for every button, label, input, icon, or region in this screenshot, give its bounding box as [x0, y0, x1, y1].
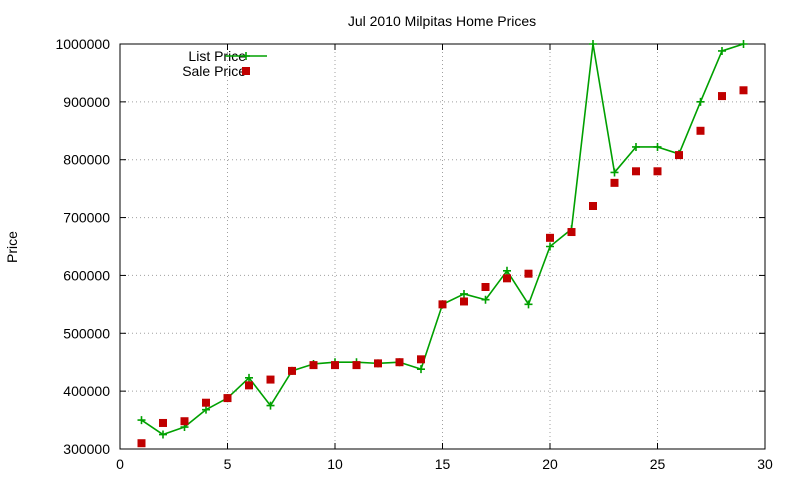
y-tick-label: 400000 — [63, 383, 110, 399]
chart-title: Jul 2010 Milpitas Home Prices — [348, 13, 536, 29]
list-price-point — [460, 289, 468, 298]
sale-price-point — [481, 283, 490, 291]
y-tick-label: 800000 — [63, 152, 110, 168]
ticks: 0 5 10 15 20 25 30 300000 400000 500000 600000 7000… — [55, 36, 773, 472]
series-layer — [137, 40, 748, 448]
x-tick-label: 15 — [435, 456, 451, 472]
list-price-point — [546, 242, 554, 251]
list-price-point — [524, 300, 533, 309]
sale-price-point — [159, 418, 167, 427]
y-tick-label: 600000 — [63, 267, 110, 283]
y-tick-label: 300000 — [63, 441, 110, 457]
sale-price-point — [610, 178, 619, 187]
x-tick-label: 20 — [542, 456, 558, 472]
y-tick-label: 500000 — [63, 325, 110, 341]
y-tick-label: 900000 — [63, 94, 110, 110]
grid — [120, 44, 765, 449]
list-price-point — [610, 168, 619, 177]
legend-square-swatch — [242, 67, 250, 75]
y-tick-label: 1000000 — [55, 36, 110, 52]
y-tick-label: 700000 — [63, 210, 110, 226]
list-price-point — [739, 40, 748, 48]
list-price-point — [589, 40, 597, 48]
sale-price-point — [438, 300, 447, 309]
legend-label: Sale Price — [182, 63, 246, 79]
sale-price-point — [352, 361, 361, 370]
sale-price-point — [696, 126, 705, 135]
sale-price-point — [223, 394, 232, 403]
list-price-point — [718, 46, 726, 55]
sale-price-point — [202, 398, 210, 407]
list-price-point — [481, 295, 490, 304]
list-price-point — [696, 97, 705, 106]
series-1 — [137, 86, 748, 448]
list-price-point — [202, 405, 210, 414]
series-0 — [137, 40, 748, 439]
list-price-line — [141, 43, 744, 436]
sale-price-point — [309, 361, 318, 370]
sale-price-point — [137, 439, 146, 448]
sale-price-point — [718, 92, 726, 101]
x-tick-label: 0 — [116, 456, 124, 472]
list-price-point — [632, 142, 640, 151]
sale-price-point — [245, 381, 253, 390]
list-price-point — [245, 373, 253, 382]
x-tick-label: 5 — [224, 456, 232, 472]
sale-price-point — [288, 366, 296, 375]
sale-price-point — [395, 358, 404, 367]
sale-price-point — [589, 202, 597, 210]
sale-price-point — [331, 361, 339, 370]
list-price-point — [653, 142, 662, 151]
sale-price-point — [417, 355, 425, 364]
list-price-point — [137, 416, 146, 425]
y-axis-label: Price — [4, 231, 20, 263]
sale-price-point — [567, 228, 576, 237]
sale-price-point — [266, 375, 275, 384]
list-price-point — [503, 266, 511, 275]
legend-label: List Price — [188, 48, 246, 64]
list-price-point — [266, 401, 275, 410]
sale-price-point — [632, 167, 640, 176]
sale-price-point — [374, 359, 382, 368]
x-tick-label: 30 — [757, 456, 773, 472]
sale-price-point — [503, 274, 511, 283]
sale-price-point — [524, 269, 533, 278]
sale-price-point — [460, 297, 468, 306]
sale-price-point — [180, 417, 189, 426]
sale-price-point — [653, 167, 662, 176]
list-price-point — [159, 430, 167, 439]
sale-price-point — [675, 151, 683, 160]
list-price-point — [417, 365, 425, 374]
legend-plus-swatch — [242, 52, 250, 60]
sale-price-point — [546, 233, 554, 242]
x-tick-label: 10 — [327, 456, 343, 472]
sale-price-point — [739, 86, 748, 95]
x-tick-label: 25 — [650, 456, 666, 472]
